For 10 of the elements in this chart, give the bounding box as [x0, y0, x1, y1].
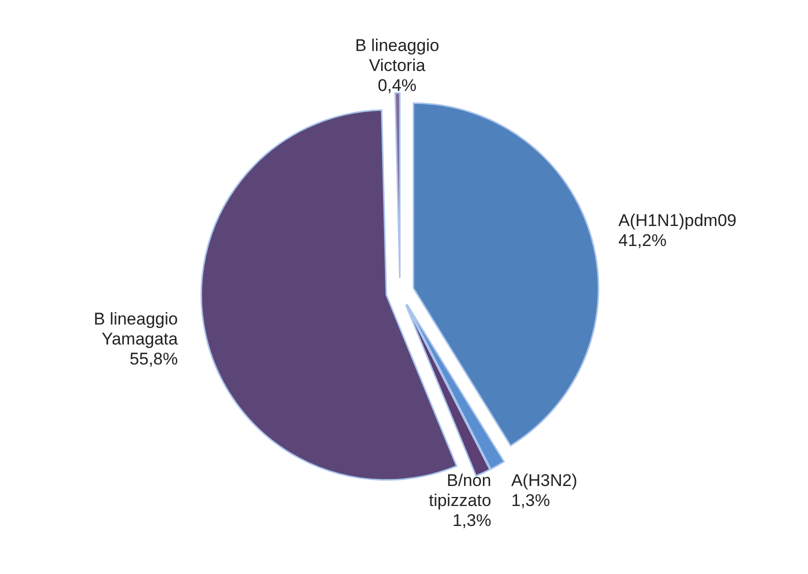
data-label: 55,8%: [130, 350, 178, 369]
slice-label: B lineaggio Victoria: [355, 36, 440, 76]
data-label: 1,3%: [452, 510, 492, 530]
slice-label: A(H3N2): [511, 470, 578, 490]
slice-label: B/non tipizzato: [428, 470, 492, 510]
data-label: 1,3%: [511, 490, 550, 510]
slice-label: B lineaggio Yamagata: [94, 310, 178, 349]
data-label: 41,2%: [618, 231, 667, 250]
data-label: 0,4%: [378, 76, 417, 96]
slice-label: A(H1N1)pdm09: [618, 211, 736, 230]
